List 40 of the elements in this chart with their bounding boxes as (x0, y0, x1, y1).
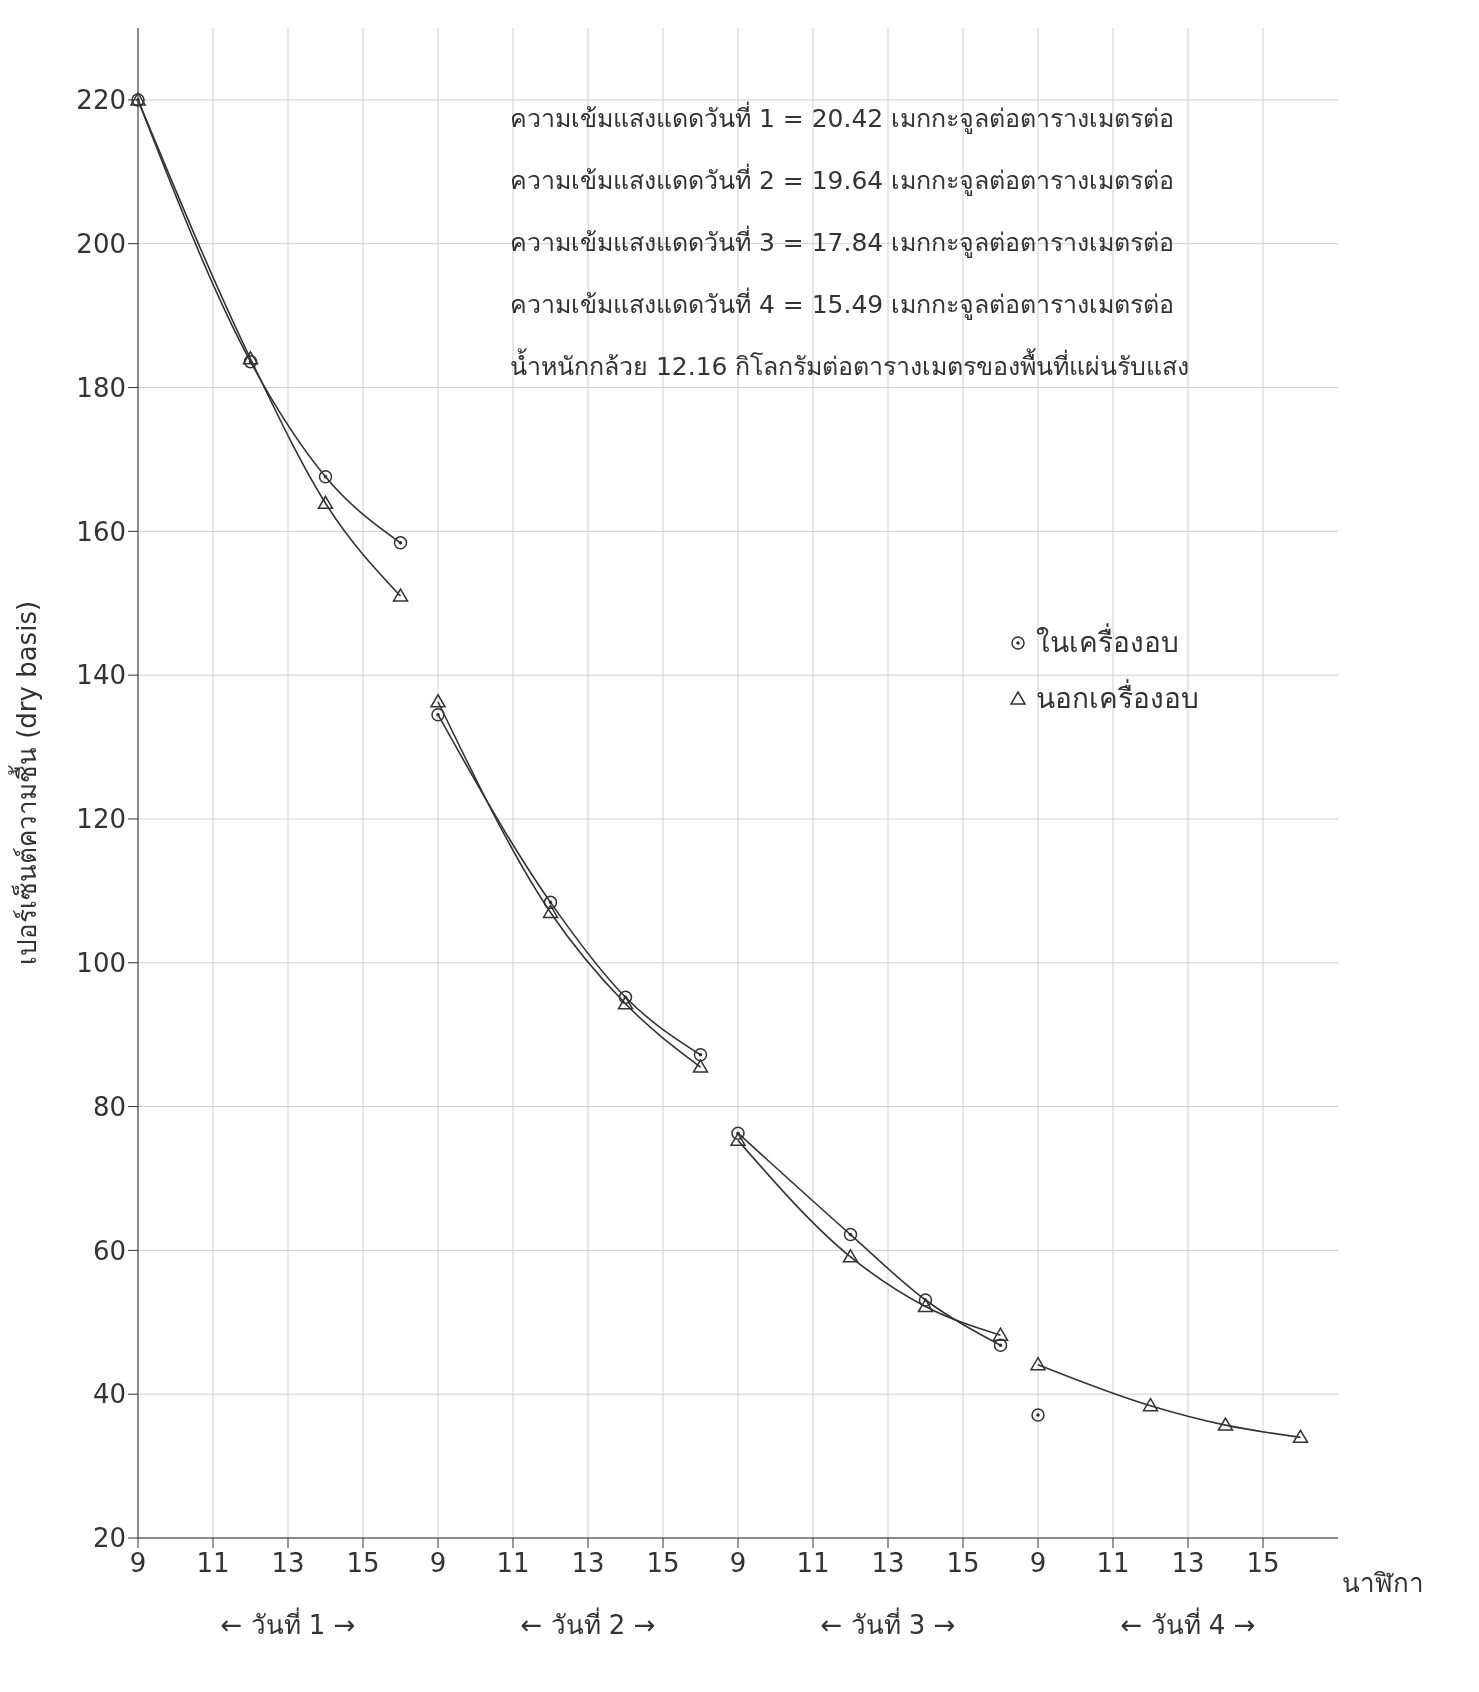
x-tick-label: 15 (646, 1548, 680, 1579)
x-tick-label: 11 (1096, 1548, 1130, 1579)
y-tick-label: 60 (92, 1235, 126, 1266)
x-tick-label: 13 (871, 1548, 905, 1579)
y-tick-label: 40 (92, 1379, 126, 1410)
y-tick-label: 20 (92, 1523, 126, 1554)
x-tick-label: 11 (496, 1548, 530, 1579)
x-tick-label: 13 (271, 1548, 305, 1579)
x-tick-label: 15 (1246, 1548, 1280, 1579)
x-axis-title: ← วันที่ 2 → (520, 1607, 656, 1640)
annotation: ความเข้มแสงแดดวันที่ 2 = 19.64 เมกกะจูลต่อตารางเมตรต่อ (510, 162, 1176, 198)
y-tick-label: 220 (76, 85, 126, 116)
x-tick-label: 11 (196, 1548, 230, 1579)
annotation: ความเข้มแสงแดดวันที่ 1 = 20.42 เมกกะจูลต่อตารางเมตรต่อ (510, 100, 1176, 136)
annotation: ความเข้มแสงแดดวันที่ 3 = 17.84 เมกกะจูลต่อตารางเมตรต่อ (510, 224, 1176, 260)
x-axis-title: ← วันที่ 1 → (220, 1607, 356, 1640)
y-tick-label: 160 (76, 516, 126, 547)
y-tick-label: 80 (92, 1091, 126, 1122)
legend-label: ในเครื่องอบ (1036, 622, 1179, 661)
x-tick-label: 13 (1171, 1548, 1205, 1579)
x-tick-label: 9 (1029, 1548, 1047, 1579)
y-axis-title: เปอร์เซ็นต์ความชื้น (dry basis) (8, 600, 42, 966)
y-tick-label: 100 (76, 947, 126, 978)
legend-label: นอกเครื่องอบ (1036, 678, 1199, 717)
x-tick-label: 13 (571, 1548, 605, 1579)
x-axis-title: ← วันที่ 4 → (1120, 1607, 1256, 1640)
x-tick-label: 9 (729, 1548, 747, 1579)
x-tick-label: 9 (129, 1548, 147, 1579)
y-tick-label: 120 (76, 804, 126, 835)
x-tick-label: 9 (429, 1548, 447, 1579)
annotation: น้ำหนักกล้วย 12.16 กิโลกรัมต่อตารางเมตรของพื้นที่แผ่นรับแสง (510, 347, 1191, 383)
annotation: ความเข้มแสงแดดวันที่ 4 = 15.49 เมกกะจูลต่อตารางเมตรต่อ (510, 286, 1176, 322)
y-tick-label: 200 (76, 228, 126, 259)
x-axis-title: ← วันที่ 3 → (820, 1607, 956, 1640)
y-tick-label: 140 (76, 660, 126, 691)
x-tick-label: 15 (346, 1548, 380, 1579)
text: นาฬิกา (1342, 1567, 1424, 1600)
y-tick-label: 180 (76, 372, 126, 403)
x-tick-label: 15 (946, 1548, 980, 1579)
x-tick-label: 11 (796, 1548, 830, 1579)
